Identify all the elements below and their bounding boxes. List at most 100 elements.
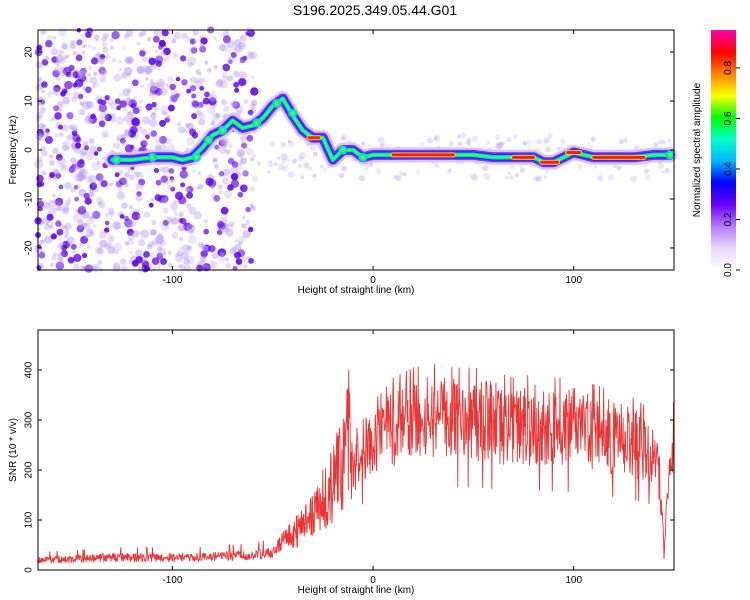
noise-speckle bbox=[250, 205, 257, 211]
noise-speckle bbox=[457, 141, 463, 146]
noise-speckle bbox=[653, 142, 659, 148]
noise-speckle bbox=[84, 197, 92, 205]
noise-speckle bbox=[62, 144, 69, 152]
noise-speckle bbox=[52, 69, 60, 78]
noise-speckle bbox=[202, 97, 210, 105]
noise-speckle bbox=[54, 65, 63, 74]
noise-speckle bbox=[55, 200, 61, 207]
noise-speckle bbox=[121, 142, 126, 147]
noise-speckle bbox=[556, 146, 561, 151]
noise-speckle bbox=[64, 182, 72, 190]
noise-speckle bbox=[36, 227, 41, 231]
noise-speckle bbox=[519, 164, 523, 168]
noise-speckle bbox=[228, 143, 233, 148]
noise-speckle bbox=[71, 163, 77, 170]
noise-speckle bbox=[195, 80, 203, 88]
noise-speckle bbox=[108, 211, 115, 217]
noise-speckle bbox=[85, 31, 92, 39]
noise-speckle bbox=[460, 132, 467, 139]
noise-speckle bbox=[131, 79, 139, 87]
noise-speckle bbox=[249, 157, 255, 162]
x-tick-label: 100 bbox=[565, 275, 582, 286]
noise-speckle bbox=[204, 91, 210, 98]
noise-speckle bbox=[60, 69, 67, 77]
noise-speckle bbox=[60, 164, 67, 171]
noise-speckle bbox=[200, 37, 208, 45]
noise-speckle bbox=[50, 263, 54, 267]
noise-speckle bbox=[179, 170, 188, 179]
noise-speckle bbox=[79, 242, 84, 247]
noise-speckle bbox=[547, 133, 553, 139]
noise-speckle bbox=[56, 153, 63, 161]
noise-speckle bbox=[107, 234, 115, 242]
noise-speckle bbox=[229, 166, 239, 175]
noise-speckle bbox=[219, 255, 226, 263]
noise-speckle bbox=[213, 36, 217, 40]
noise-speckle bbox=[140, 128, 148, 136]
noise-speckle bbox=[241, 256, 247, 262]
noise-speckle bbox=[61, 140, 71, 150]
noise-speckle bbox=[135, 182, 144, 191]
noise-speckle bbox=[623, 138, 628, 143]
noise-speckle bbox=[266, 170, 271, 174]
noise-speckle bbox=[246, 134, 254, 142]
noise-speckle bbox=[98, 120, 106, 128]
noise-speckle bbox=[222, 63, 231, 72]
noise-speckle bbox=[72, 249, 76, 254]
noise-speckle bbox=[56, 252, 65, 260]
noise-speckle bbox=[78, 93, 84, 100]
noise-speckle bbox=[60, 250, 69, 258]
noise-speckle bbox=[160, 258, 167, 265]
noise-speckle bbox=[72, 165, 79, 172]
noise-speckle bbox=[165, 83, 170, 87]
noise-speckle bbox=[150, 130, 157, 137]
noise-speckle bbox=[202, 263, 211, 272]
noise-speckle bbox=[171, 216, 180, 225]
noise-speckle bbox=[127, 167, 134, 174]
noise-speckle bbox=[183, 128, 188, 133]
noise-speckle bbox=[456, 134, 461, 139]
noise-speckle bbox=[219, 80, 228, 89]
noise-speckle bbox=[72, 82, 78, 88]
noise-speckle bbox=[245, 206, 251, 213]
noise-speckle bbox=[37, 77, 43, 82]
noise-speckle bbox=[178, 224, 186, 232]
noise-speckle bbox=[51, 255, 57, 261]
noise-speckle bbox=[169, 202, 178, 211]
noise-speckle bbox=[135, 194, 143, 202]
noise-speckle bbox=[127, 232, 135, 241]
noise-speckle bbox=[64, 222, 72, 231]
noise-speckle bbox=[150, 197, 155, 202]
noise-speckle bbox=[76, 184, 81, 189]
noise-speckle bbox=[241, 223, 247, 229]
noise-speckle bbox=[502, 141, 506, 146]
noise-speckle bbox=[107, 246, 116, 255]
noise-speckle bbox=[150, 112, 157, 120]
noise-speckle bbox=[70, 187, 76, 193]
noise-speckle bbox=[41, 150, 48, 157]
noise-speckle bbox=[129, 250, 133, 255]
noise-speckle bbox=[93, 81, 100, 88]
noise-speckle bbox=[90, 57, 99, 65]
noise-speckle bbox=[228, 221, 235, 228]
noise-speckle bbox=[203, 219, 209, 224]
noise-speckle bbox=[198, 112, 205, 119]
noise-speckle bbox=[217, 220, 224, 228]
noise-speckle bbox=[141, 116, 151, 125]
noise-speckle bbox=[214, 144, 220, 150]
noise-speckle bbox=[69, 124, 78, 133]
y-tick-label: 10 bbox=[24, 95, 35, 107]
ridge-blob-core bbox=[361, 155, 366, 160]
noise-speckle bbox=[297, 163, 303, 169]
noise-speckle bbox=[235, 239, 239, 243]
noise-speckle bbox=[221, 44, 229, 53]
noise-speckle bbox=[138, 239, 146, 247]
noise-speckle bbox=[192, 29, 199, 36]
noise-speckle bbox=[55, 197, 64, 206]
noise-speckle bbox=[136, 171, 144, 179]
snr-series-line bbox=[37, 364, 675, 564]
noise-speckle bbox=[227, 157, 235, 165]
noise-speckle bbox=[216, 229, 223, 236]
noise-speckle bbox=[170, 186, 176, 192]
noise-speckle bbox=[155, 93, 159, 97]
